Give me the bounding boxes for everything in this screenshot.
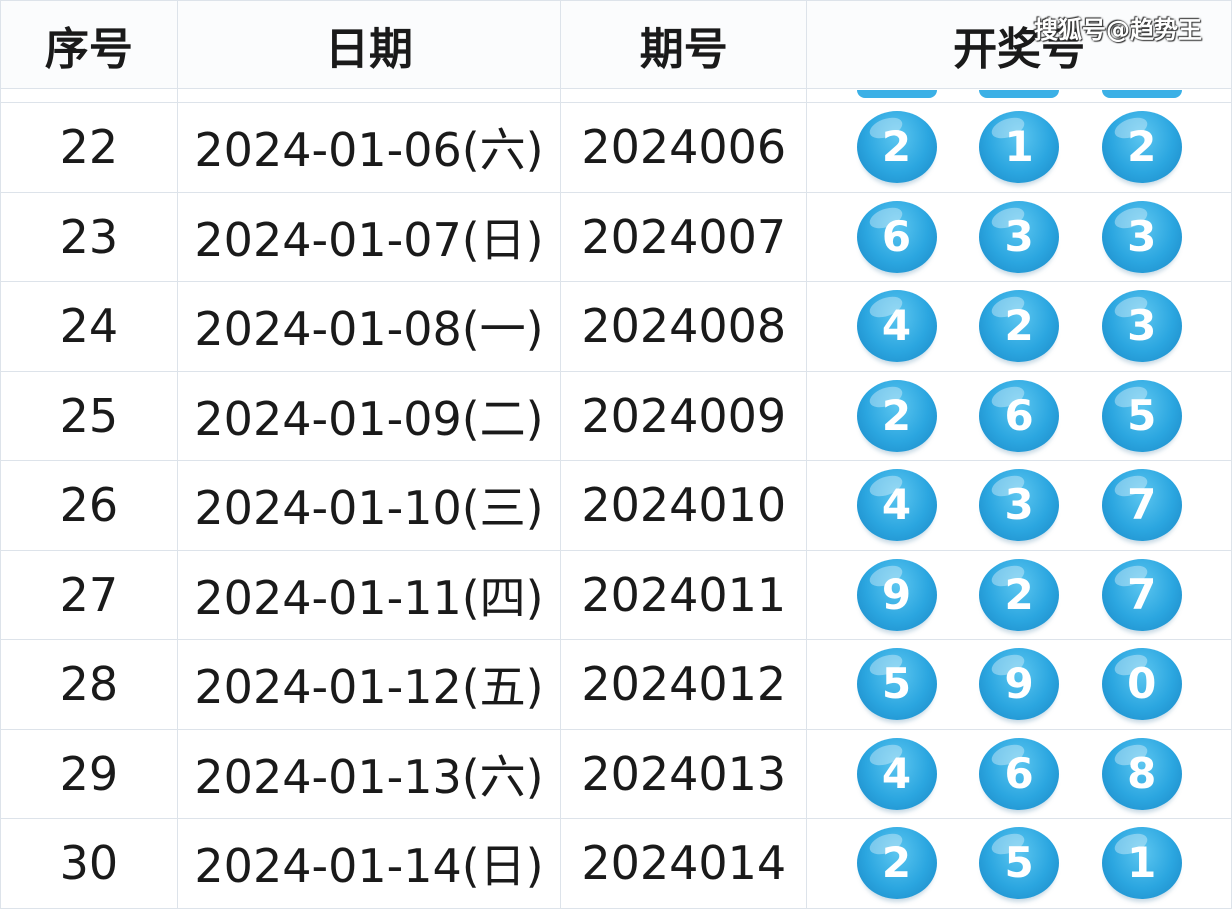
issue-cell: 2024009 <box>560 370 808 461</box>
number-ball: 4 <box>856 290 937 363</box>
number-ball: 3 <box>979 200 1060 273</box>
date-cell: 2024-01-06(六) <box>176 102 562 193</box>
number-ball: 8 <box>1101 737 1182 810</box>
issue-cell: 2024014 <box>560 818 808 909</box>
issue-cell: 2024013 <box>560 728 808 819</box>
number-ball: 9 <box>856 558 937 631</box>
date-cell: 2024-01-13(六) <box>176 728 562 819</box>
number-ball: 2 <box>856 827 937 900</box>
number-ball: 6 <box>979 737 1060 810</box>
number-ball: 6 <box>979 379 1060 452</box>
seq-cell: 28 <box>0 639 178 730</box>
seq-cell: 29 <box>0 728 178 819</box>
number-ball: 9 <box>979 648 1060 721</box>
issue-cell: 2024012 <box>560 639 808 730</box>
issue-cell: 2024006 <box>560 102 808 193</box>
date-cell: 2024-01-12(五) <box>176 639 562 730</box>
number-ball: 4 <box>856 737 937 810</box>
number-ball: 2 <box>979 558 1060 631</box>
header-numbers: 开奖号 <box>806 0 1232 89</box>
seq-cell: 24 <box>0 281 178 372</box>
date-cell: 2024-01-10(三) <box>176 460 562 551</box>
seq-cell: 26 <box>0 460 178 551</box>
seq-cell: 27 <box>0 549 178 640</box>
header-row: 序号 日期 期号 开奖号 <box>0 0 1232 89</box>
number-ball: 4 <box>856 469 937 542</box>
seq-cell: 23 <box>0 191 178 282</box>
issue-cell: 2024007 <box>560 191 808 282</box>
date-cell: 2024-01-08(一) <box>176 281 562 372</box>
seq-cell: 30 <box>0 818 178 909</box>
number-ball: 3 <box>979 469 1060 542</box>
date-cell: 2024-01-09(二) <box>176 370 562 461</box>
header-issue: 期号 <box>560 0 808 89</box>
number-ball: 2 <box>856 379 937 452</box>
number-ball: 1 <box>1101 827 1182 900</box>
seq-cell: 25 <box>0 370 178 461</box>
number-ball: 5 <box>979 827 1060 900</box>
number-ball: 0 <box>1101 648 1182 721</box>
number-ball: 5 <box>1101 379 1182 452</box>
number-ball: 7 <box>1101 469 1182 542</box>
partial-row <box>0 88 1232 103</box>
number-ball: 7 <box>1101 558 1182 631</box>
seq-cell: 22 <box>0 102 178 193</box>
ball-stub <box>979 89 1060 98</box>
number-ball: 3 <box>1101 200 1182 273</box>
date-cell: 2024-01-07(日) <box>176 191 562 282</box>
number-ball: 1 <box>979 111 1060 184</box>
number-ball: 2 <box>979 290 1060 363</box>
number-ball: 2 <box>1101 111 1182 184</box>
header-date: 日期 <box>176 0 562 89</box>
date-cell: 2024-01-11(四) <box>176 549 562 640</box>
issue-cell: 2024010 <box>560 460 808 551</box>
ball-stub <box>856 89 937 98</box>
number-ball: 3 <box>1101 290 1182 363</box>
number-ball: 5 <box>856 648 937 721</box>
watermark: 搜狐号@趋势王 <box>1034 16 1202 44</box>
number-ball: 6 <box>856 200 937 273</box>
ball-stub <box>1101 89 1182 98</box>
number-ball: 2 <box>856 111 937 184</box>
issue-cell: 2024011 <box>560 549 808 640</box>
header-seq: 序号 <box>0 0 178 89</box>
date-cell: 2024-01-14(日) <box>176 818 562 909</box>
issue-cell: 2024008 <box>560 281 808 372</box>
